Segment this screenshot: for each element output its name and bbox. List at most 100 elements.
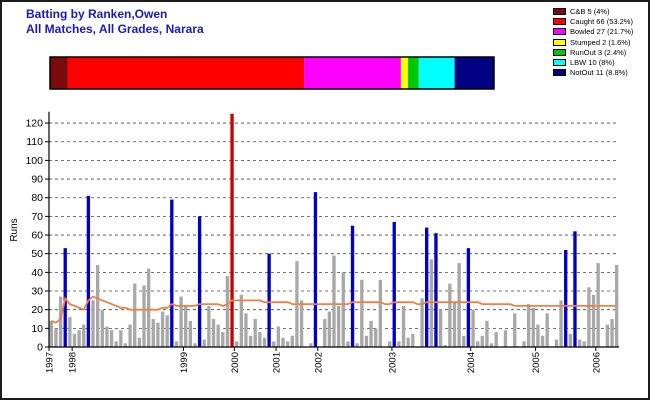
- title-line-scope: All Matches, All Grades, Narara: [26, 22, 204, 36]
- runs-bar: [610, 319, 614, 347]
- runs-bar: [341, 272, 345, 347]
- runs-bar: [49, 320, 53, 347]
- runs-bar: [253, 319, 257, 347]
- runs-bar: [142, 285, 146, 347]
- runs-bar: [276, 326, 281, 347]
- runs-bar: [72, 333, 77, 347]
- runs-bar: [577, 339, 582, 347]
- runs-bar: [503, 330, 508, 347]
- runs-bar: [202, 339, 206, 347]
- y-tick-label: 50: [31, 248, 43, 260]
- runs-bar: [156, 322, 160, 347]
- runs-bar: [471, 309, 475, 347]
- runs-bar: [290, 335, 294, 347]
- runs-bar: [323, 319, 327, 347]
- axes: 0 10 20 30 40 50 60 70 80 90 100 110 120 1997 1998 1999…: [25, 111, 619, 373]
- x-tick-label: 2006: [591, 352, 602, 373]
- runs-bar: [211, 319, 216, 347]
- runs-bar: [128, 324, 132, 347]
- legend-label-runout: RunOut 3 (2.4%): [570, 47, 627, 57]
- runs-bar: [438, 309, 443, 347]
- runs-bar: [258, 332, 262, 347]
- runs-bar: [522, 341, 526, 347]
- average-line: [50, 295, 617, 324]
- legend-label-stumped: Stumped 2 (1.6%): [570, 37, 631, 47]
- runs-bar: [244, 313, 248, 347]
- runs-bar: [360, 279, 364, 347]
- runs-bar: [179, 296, 183, 347]
- runs-bar: [425, 227, 429, 347]
- runs-bar: [420, 298, 424, 347]
- legend-item-bowled: Bowled 27 (21.7%): [553, 27, 633, 37]
- runs-bar: [119, 330, 123, 347]
- runs-bar: [188, 320, 193, 347]
- runs-bar: [355, 343, 359, 347]
- stack-segment-stumped: [400, 57, 409, 89]
- legend-swatch-caught: [553, 17, 566, 25]
- runs-bar: [434, 233, 438, 347]
- runs-bar: [378, 279, 383, 347]
- x-tick-label: 1998: [68, 352, 79, 373]
- runs-bar: [582, 341, 586, 347]
- runs-bar: [531, 307, 535, 347]
- y-tick-label: 40: [31, 267, 43, 279]
- runs-bar: [165, 315, 169, 347]
- runs-bar: [411, 333, 415, 347]
- runs-bar: [133, 283, 137, 347]
- y-tick-label: 100: [25, 155, 43, 167]
- legend-swatch-stumped: [553, 38, 566, 46]
- runs-bar: [86, 195, 91, 347]
- runs-bar: [429, 259, 433, 347]
- runs-bar: [401, 305, 406, 347]
- legend-item-stumped: Stumped 2 (1.6%): [553, 37, 633, 47]
- y-tick-label: 20: [31, 304, 43, 316]
- runs-bar: [605, 324, 610, 347]
- x-tick-label: 2005: [531, 352, 542, 373]
- runs-bar: [82, 324, 86, 347]
- runs-bar: [452, 302, 457, 347]
- runs-bar: [54, 328, 58, 347]
- legend-label-notout: NotOut 11 (8.8%): [570, 68, 628, 78]
- runs-bar: [540, 335, 545, 347]
- runs-bar: [327, 311, 332, 347]
- stack-segment-caught: [67, 57, 305, 89]
- runs-bar: [587, 287, 591, 347]
- runs-bar: [123, 343, 128, 347]
- runs-bar: [536, 324, 540, 347]
- legend-item-runout: RunOut 3 (2.4%): [553, 47, 633, 57]
- y-tick-label: 80: [31, 192, 43, 204]
- runs-bar: [591, 294, 596, 347]
- runs-bar: [350, 225, 355, 347]
- legend-label-caught: Caught 66 (53.2%): [570, 16, 633, 26]
- runs-bar: [105, 326, 109, 347]
- runs-bar: [406, 337, 410, 347]
- runs-bar: [564, 249, 568, 347]
- x-tick-label: 2000: [230, 352, 241, 373]
- runs-bar: [462, 335, 466, 347]
- y-tick-label: 120: [25, 118, 43, 130]
- runs-bar: [513, 313, 517, 347]
- runs-bar: [216, 324, 220, 347]
- runs-bar: [559, 300, 563, 347]
- legend-swatch-cb: [553, 7, 566, 15]
- runs-bar: [197, 216, 202, 347]
- runs-bar: [480, 335, 484, 347]
- runs-bar: [225, 276, 230, 347]
- legend-item-caught: Caught 66 (53.2%): [553, 16, 633, 26]
- y-axis-label: Runs: [9, 218, 20, 241]
- x-tick-label: 1997: [45, 352, 56, 373]
- runs-bar: [299, 300, 304, 347]
- stack-segment-lbw: [418, 57, 455, 89]
- runs-bar: [109, 330, 114, 347]
- runs-bar: [374, 328, 378, 347]
- legend-item-cb: C&B 5 (4%): [553, 6, 633, 16]
- legend: C&B 5 (4%) Caught 66 (53.2%) Bowled 27 (…: [553, 6, 633, 78]
- runs-bar: [554, 339, 559, 347]
- x-tick-label: 2002: [313, 352, 324, 373]
- runs-bar: [160, 311, 165, 347]
- runs-bar: [485, 320, 489, 347]
- y-tick-label: 90: [31, 174, 43, 186]
- runs-bar: [475, 341, 480, 347]
